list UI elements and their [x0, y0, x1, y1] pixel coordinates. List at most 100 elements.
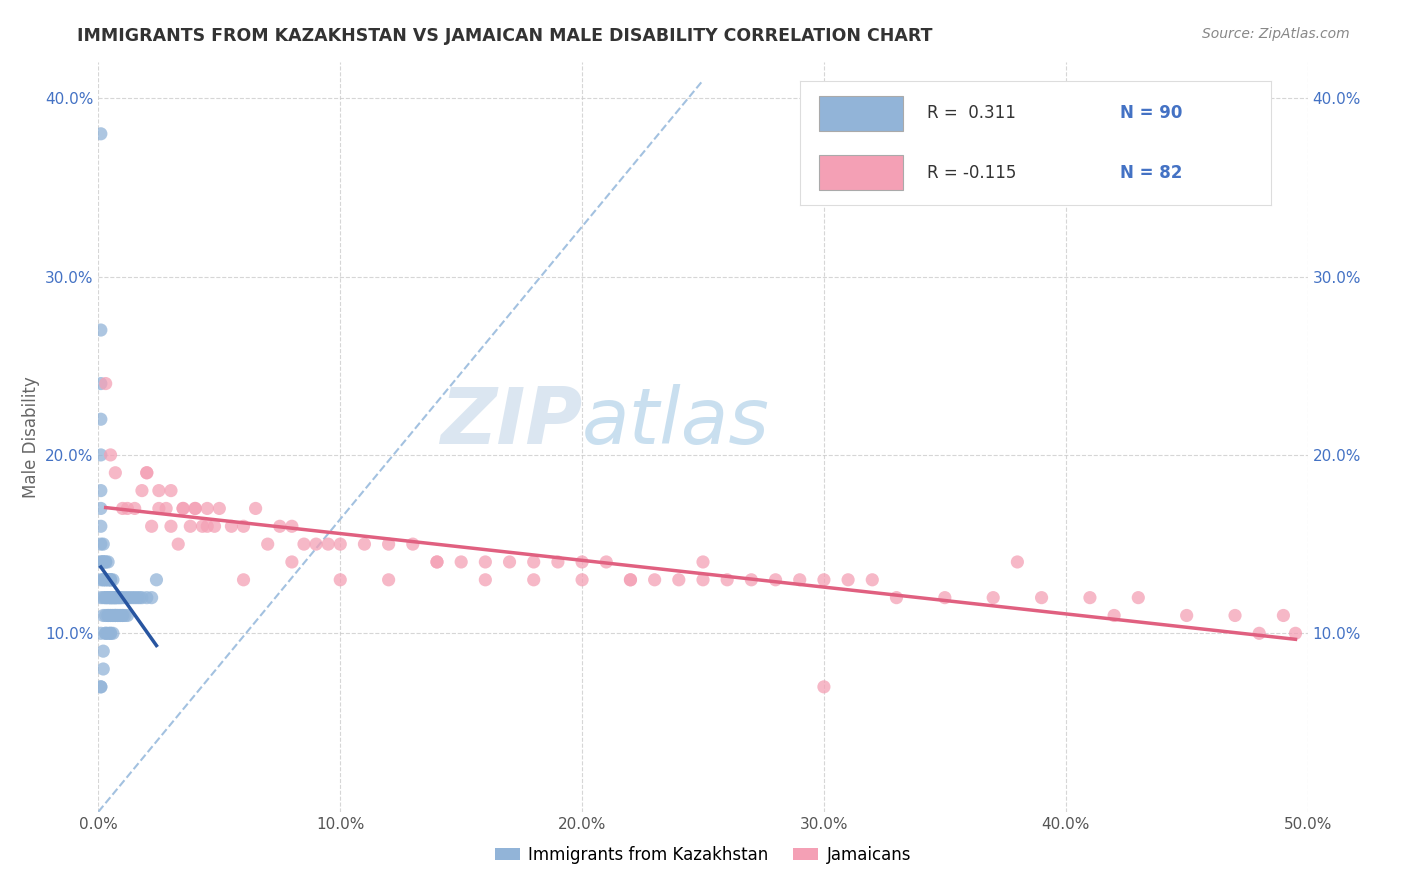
Point [716, 573, 738, 587]
Point [860, 573, 883, 587]
Point [97, 608, 120, 623]
Point [100, 573, 122, 587]
Point [97, 573, 120, 587]
Point [114, 591, 136, 605]
Point [91, 555, 114, 569]
Point [172, 501, 194, 516]
Point [104, 591, 127, 605]
Point [1031, 591, 1053, 605]
Point [101, 573, 124, 587]
Point [232, 519, 254, 533]
Point [131, 591, 153, 605]
Point [127, 591, 149, 605]
Point [426, 555, 449, 569]
Point [813, 573, 835, 587]
Point [402, 537, 425, 551]
Point [329, 537, 352, 551]
Point [221, 519, 243, 533]
Point [692, 555, 714, 569]
Point [91, 591, 114, 605]
Point [934, 591, 956, 605]
Point [101, 626, 124, 640]
Point [97, 573, 120, 587]
Point [1128, 591, 1150, 605]
Point [837, 573, 859, 587]
Point [90, 519, 112, 533]
Point [135, 591, 157, 605]
Point [145, 573, 167, 587]
Point [789, 573, 811, 587]
Y-axis label: Male Disability: Male Disability [21, 376, 39, 498]
Point [160, 483, 183, 498]
Point [94, 591, 117, 605]
Point [148, 483, 170, 498]
Point [131, 483, 153, 498]
Point [1284, 626, 1306, 640]
Point [118, 591, 141, 605]
Point [184, 501, 207, 516]
Point [91, 573, 114, 587]
Point [108, 591, 131, 605]
Point [474, 573, 496, 587]
Point [155, 501, 177, 516]
Point [97, 608, 120, 623]
Point [117, 591, 139, 605]
Point [292, 537, 315, 551]
Point [91, 555, 114, 569]
Point [208, 501, 231, 516]
Point [765, 573, 787, 587]
Point [94, 626, 117, 640]
Point [232, 573, 254, 587]
Point [981, 591, 1004, 605]
Point [124, 501, 146, 516]
Point [167, 537, 190, 551]
Point [97, 591, 120, 605]
Point [1249, 626, 1271, 640]
Point [1007, 555, 1029, 569]
Point [204, 519, 226, 533]
Point [1175, 608, 1198, 623]
Point [90, 591, 112, 605]
Point [135, 466, 157, 480]
Point [104, 591, 127, 605]
Point [377, 537, 399, 551]
Point [740, 573, 762, 587]
Point [90, 323, 112, 337]
Point [94, 573, 117, 587]
Point [100, 573, 122, 587]
Text: Source: ZipAtlas.com: Source: ZipAtlas.com [1202, 27, 1350, 41]
Point [172, 501, 194, 516]
Point [111, 591, 134, 605]
Point [100, 591, 122, 605]
Point [184, 501, 207, 516]
Point [595, 555, 617, 569]
Point [94, 608, 117, 623]
Point [100, 626, 122, 640]
Point [100, 608, 122, 623]
Point [91, 537, 114, 551]
Point [111, 608, 134, 623]
Point [498, 555, 520, 569]
Point [90, 412, 112, 426]
Point [101, 591, 124, 605]
Point [90, 376, 112, 391]
Point [135, 466, 157, 480]
Point [668, 573, 690, 587]
Point [90, 680, 112, 694]
Point [1078, 591, 1101, 605]
Point [100, 591, 122, 605]
Point [377, 573, 399, 587]
Point [90, 448, 112, 462]
Point [104, 591, 127, 605]
Point [353, 537, 375, 551]
Point [571, 555, 593, 569]
Point [101, 608, 124, 623]
Point [141, 519, 163, 533]
Point [329, 573, 352, 587]
Point [547, 555, 569, 569]
Point [90, 573, 112, 587]
Legend: Immigrants from Kazakhstan, Jamaicans: Immigrants from Kazakhstan, Jamaicans [488, 839, 918, 871]
Point [281, 519, 304, 533]
Text: ZIP: ZIP [440, 384, 582, 460]
Point [523, 573, 546, 587]
